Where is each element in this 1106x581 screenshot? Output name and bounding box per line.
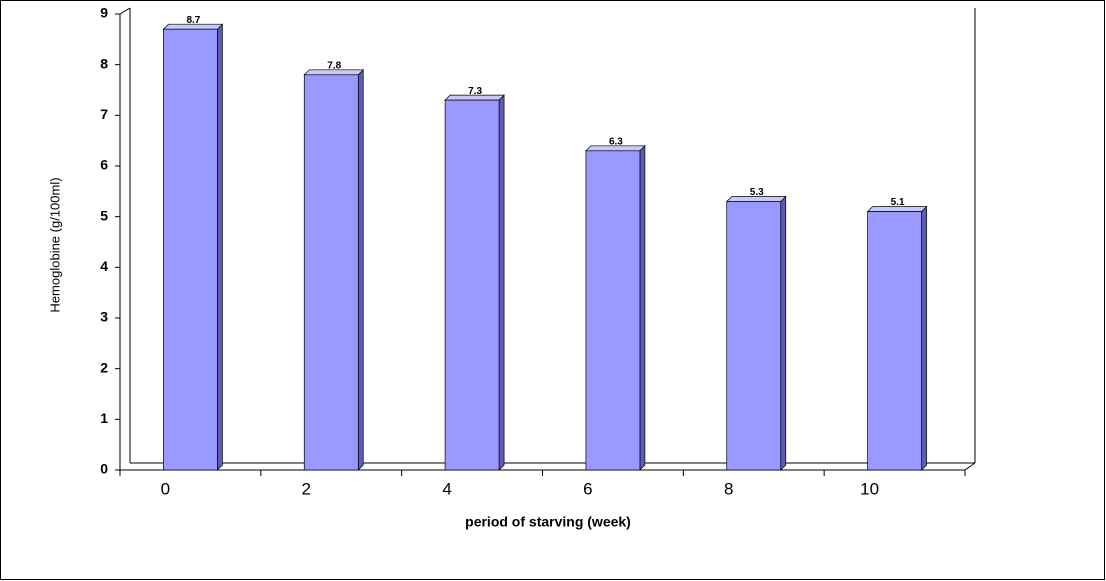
y-tick-label: 0 xyxy=(100,461,108,477)
y-tick-label: 7 xyxy=(100,106,108,122)
floor-edge xyxy=(964,462,976,471)
bar xyxy=(726,201,782,471)
y-tick-label: 4 xyxy=(100,258,108,274)
bar-side xyxy=(780,195,787,471)
bar-side xyxy=(357,68,364,471)
bar-side xyxy=(921,205,927,471)
y-tick-label: 5 xyxy=(100,207,108,223)
y-tick-label: 9 xyxy=(100,5,108,21)
y-tick-label: 8 xyxy=(100,55,108,71)
x-tick-label: 8 xyxy=(724,479,733,498)
x-tick-label: 0 xyxy=(161,479,170,498)
bar-side xyxy=(639,144,646,471)
value-label: 8.7 xyxy=(186,15,200,26)
value-label: 5.3 xyxy=(750,187,764,198)
value-label: 6.3 xyxy=(609,136,623,147)
bar xyxy=(444,99,500,471)
axis-edge xyxy=(119,7,131,15)
y-axis-label: Hemoglobine (g/100ml) xyxy=(47,177,62,312)
bar xyxy=(867,211,922,471)
y-tick-label: 3 xyxy=(100,309,108,325)
y-tick-label: 2 xyxy=(100,359,108,375)
x-axis-label: period of starving (week) xyxy=(465,514,631,530)
bar xyxy=(585,150,641,471)
x-tick-label: 6 xyxy=(583,479,592,498)
y-tick-label: 1 xyxy=(100,410,108,426)
x-tick-label: 10 xyxy=(860,479,879,498)
value-label: 7.8 xyxy=(327,60,341,71)
x-tick-label: 4 xyxy=(442,479,451,498)
value-label: 5.1 xyxy=(891,197,905,208)
x-tick-label: 2 xyxy=(302,479,311,498)
bar-side xyxy=(217,23,223,471)
y-tick-label: 6 xyxy=(100,157,108,173)
bar xyxy=(163,28,218,471)
bar xyxy=(303,74,359,471)
bar-side xyxy=(498,94,505,471)
value-label: 7.3 xyxy=(468,86,482,97)
